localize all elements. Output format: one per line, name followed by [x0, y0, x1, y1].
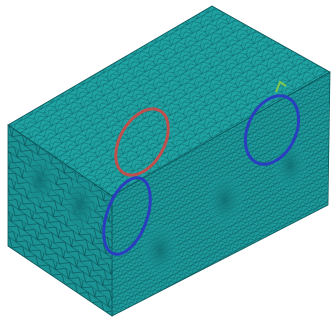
hole	[24, 154, 56, 206]
page: {}	[0, 0, 336, 320]
mesh-render	[0, 0, 336, 320]
hole	[207, 174, 243, 226]
hole	[142, 224, 178, 276]
hole	[62, 177, 98, 233]
